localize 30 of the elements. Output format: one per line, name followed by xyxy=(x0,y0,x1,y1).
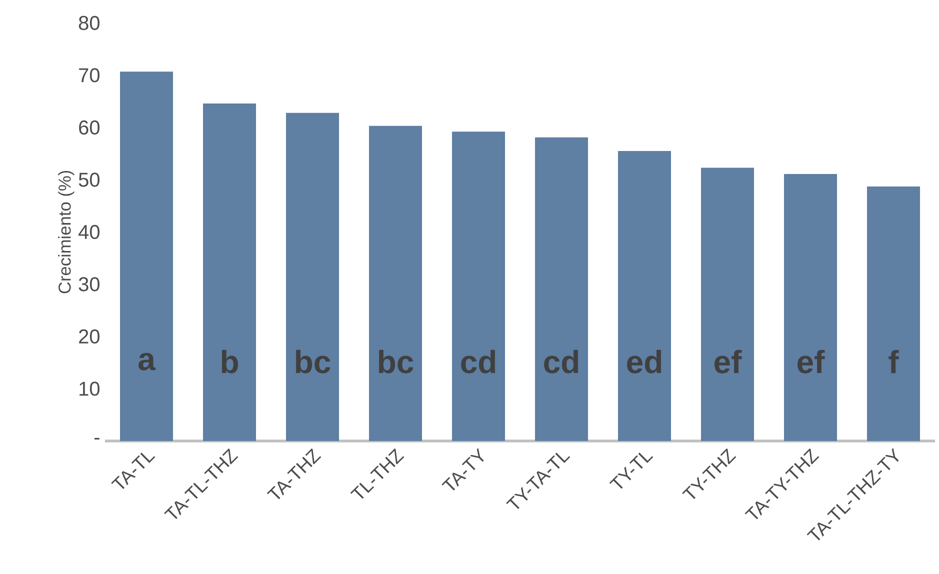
bar xyxy=(535,137,588,441)
y-tick-label: 40 xyxy=(78,224,100,240)
y-tick-label: 50 xyxy=(78,172,100,187)
y-tick-label: 10 xyxy=(80,382,100,396)
y-tick-label: 20 xyxy=(79,329,100,344)
bar xyxy=(866,186,920,441)
y-tick-label: 60 xyxy=(79,120,100,135)
annotation: bc xyxy=(378,350,414,374)
annotation: f xyxy=(888,350,899,374)
annotation: ef xyxy=(798,350,825,374)
y-tick-label: - xyxy=(94,438,100,440)
y-tick-label: 70 xyxy=(79,68,100,82)
annotation: cd xyxy=(544,350,578,374)
y-axis-title: Crecimiento (%) xyxy=(58,170,74,294)
bar xyxy=(369,126,422,441)
bar xyxy=(203,103,256,441)
bar xyxy=(120,72,174,441)
annotation: ed xyxy=(627,350,662,374)
bar xyxy=(618,151,671,441)
y-tick-label: 30 xyxy=(78,277,100,292)
annotation: b xyxy=(222,350,238,374)
annotation: ef xyxy=(714,350,742,374)
bar xyxy=(452,132,506,441)
bar xyxy=(286,112,340,441)
bar xyxy=(701,168,754,441)
annotation: bc xyxy=(296,350,330,374)
y-tick-label: 80 xyxy=(78,16,100,30)
annotation: a xyxy=(138,352,156,370)
annotation: cd xyxy=(461,350,496,374)
bar xyxy=(784,174,837,441)
